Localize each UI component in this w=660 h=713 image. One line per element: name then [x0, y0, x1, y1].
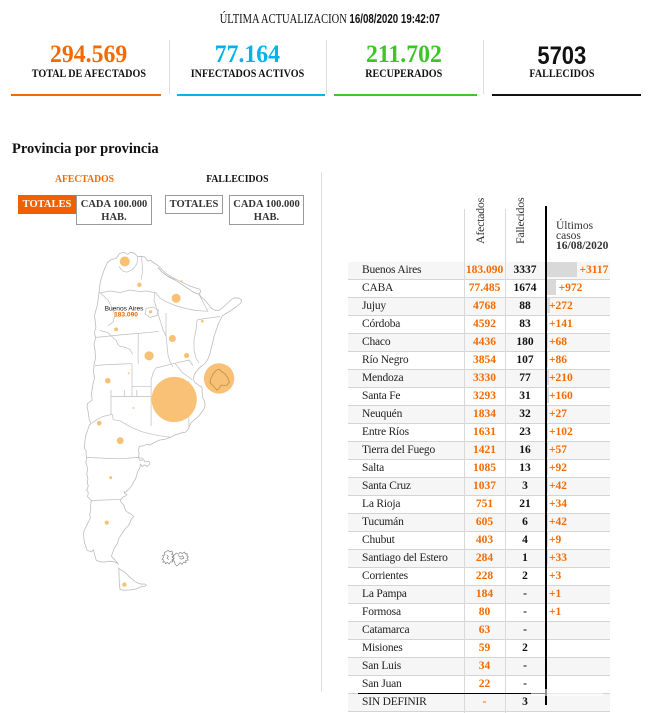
svg-text:183.090: 183.090 — [114, 312, 138, 319]
svg-text:Buenos Aires: Buenos Aires — [105, 306, 145, 313]
